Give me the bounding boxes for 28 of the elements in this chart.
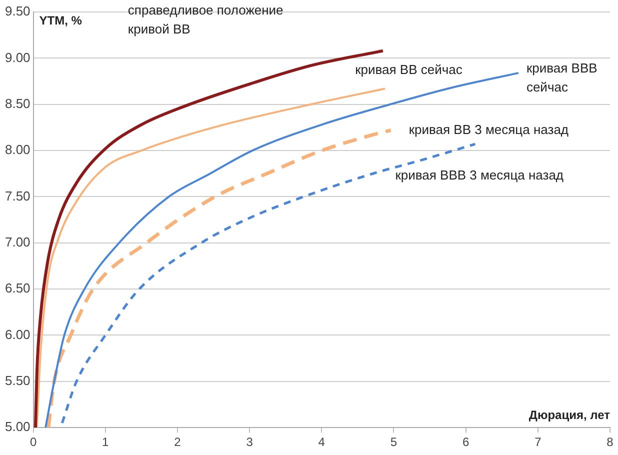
- x-tick-label: 8: [606, 435, 614, 450]
- x-tick-label: 6: [462, 435, 470, 450]
- x-tick-label: 7: [534, 435, 542, 450]
- y-tick-label: 5.50: [4, 373, 30, 388]
- series-label: кривая BBB 3 месяца назад: [395, 168, 564, 183]
- line-series: [60, 142, 476, 424]
- x-tick-label: 2: [174, 435, 182, 450]
- series-label: кривая BBB сейчас: [526, 60, 598, 95]
- y-tick-label: 8.50: [4, 96, 30, 111]
- y-axis-title: YTM, %: [39, 13, 82, 28]
- x-axis-title: Дюрация, лет: [528, 408, 610, 422]
- line-series: [46, 128, 393, 428]
- x-tick-label: 1: [102, 435, 110, 450]
- x-tick-label: 3: [246, 435, 254, 450]
- y-tick-label: 8.00: [4, 142, 30, 158]
- series-label: кривая BB 3 месяца назад: [408, 122, 569, 137]
- y-tick-label: 6.00: [4, 326, 30, 342]
- series-label: кривая BB сейчас: [355, 62, 463, 78]
- text: справедливое положение кривой BB: [128, 2, 284, 36]
- y-tick-label: 6.50: [4, 280, 30, 296]
- y-tick-label: 9.50: [4, 4, 30, 19]
- x-tick-label: 4: [318, 435, 326, 450]
- x-tick-label: 5: [390, 435, 398, 450]
- y-tick-label: 7.50: [4, 188, 30, 204]
- y-tick-label: 9.00: [4, 50, 30, 65]
- y-tick-label: 5.00: [4, 419, 30, 434]
- y-tick-label: 7.00: [4, 234, 30, 250]
- x-tick-label: 0: [30, 435, 37, 450]
